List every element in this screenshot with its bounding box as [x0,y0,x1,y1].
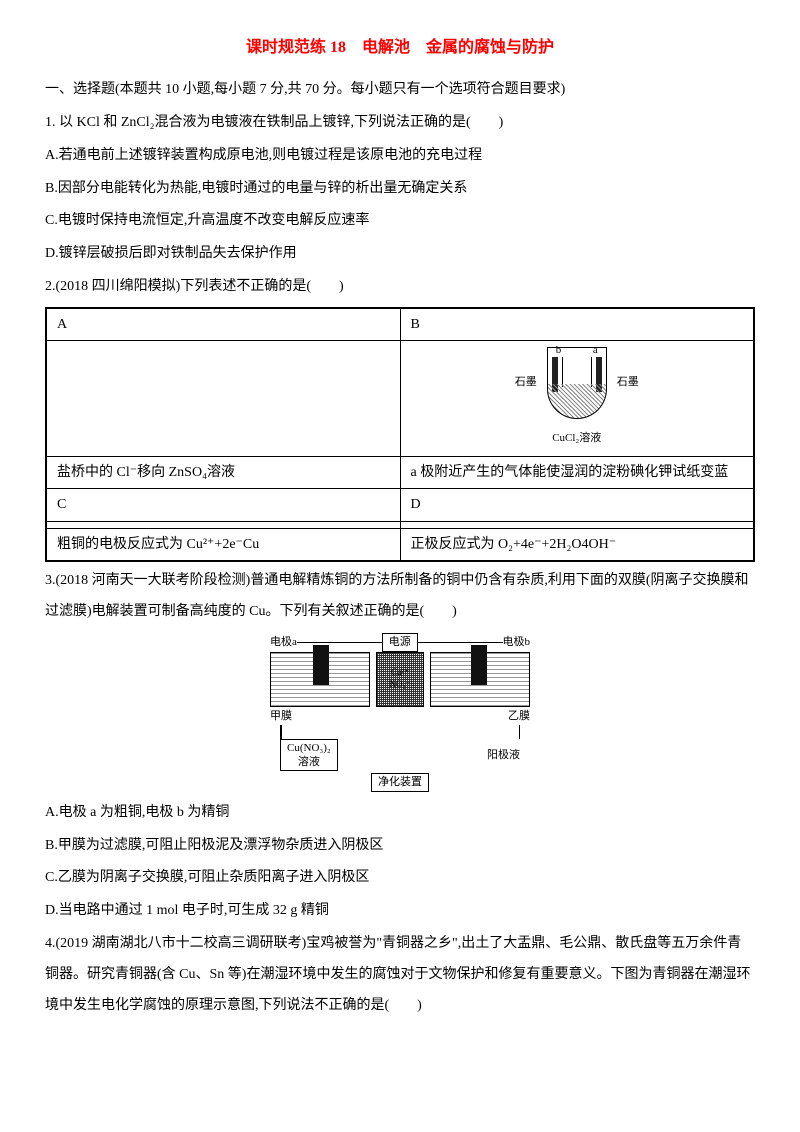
q2-cell-b-label: B [400,308,754,341]
ym-label: 乙膜 [508,709,530,723]
q4-stem: 4.(2019 湖南湖北八市十二校高三调研联考)宝鸡被誉为"青铜器之乡",出土了… [45,929,755,1021]
q2-row-c: 粗铜的电极反应式为 Cu²⁺+2e⁻Cu [46,528,400,561]
q2-cell-c-label: C [46,489,400,521]
q2-row-d: 正极反应式为 O₂+4e⁻+2H₂O4OH⁻ [400,528,754,561]
q2-cell-a-diagram [46,340,400,456]
q1-option-c: C.电镀时保持电流恒定,升高温度不改变电解反应速率 [45,206,755,237]
q3-option-b: B.甲膜为过滤膜,可阻止阳极泥及漂浮物杂质进入阴极区 [45,831,755,862]
q2-cell-d-label: D [400,489,754,521]
utube-diagram: b a 石墨 石墨 CuCl₂溶液 [517,347,637,445]
section-heading: 一、选择题(本题共 10 小题,每小题 7 分,共 70 分。每小题只有一个选项… [45,75,755,106]
q2-row-b: a 极附近产生的气体能使湿润的淀粉碘化钾试纸变蓝 [400,457,754,489]
solution-label: Cu(NO₃)₂ 溶液 [280,739,338,772]
q1-stem: 1. 以 KCl 和 ZnCl₂混合液为电镀液在铁制品上镀锌,下列说法正确的是(… [45,108,755,139]
diagram-left-label: 石墨 [515,375,537,389]
q3-option-c: C.乙膜为阴离子交换膜,可阻止杂质阳离子进入阴极区 [45,863,755,894]
center-cu: Cu²⁺ [377,667,423,679]
q2-cell-c-diagram [46,521,400,528]
q2-cell-a-label: A [46,308,400,341]
diagram-right-label: 石墨 [617,375,639,389]
q2-table: A B b a 石墨 石墨 CuCl₂溶液 [45,307,755,562]
q3-option-a: A.电极 a 为粗铜,电极 b 为精铜 [45,798,755,829]
q2-cell-b-diagram: b a 石墨 石墨 CuCl₂溶液 [400,340,754,456]
q2-row-a: 盐桥中的 Cl⁻移向 ZnSO₄溶液 [46,457,400,489]
q2-cell-d-diagram [400,521,754,528]
q3-diagram: 电极a 电源 电极b Cu²⁺ NO₃⁻ 甲膜 乙膜 Cu(NO₃)₂ 溶液 阳… [260,633,540,791]
power-label: 电源 [382,633,418,651]
q1-option-a: A.若通电前上述镀锌装置构成原电池,则电镀过程是该原电池的充电过程 [45,141,755,172]
q1-option-d: D.镀锌层破损后即对铁制品失去保护作用 [45,239,755,270]
anode-label: 阳极液 [487,748,520,762]
diagram-b-label: b [556,343,562,357]
q3-stem: 3.(2018 河南天一大联考阶段检测)普通电解精炼铜的方法所制备的铜中仍含有杂… [45,566,755,628]
q1-option-b: B.因部分电能转化为热能,电镀时通过的电量与锌的析出量无确定关系 [45,174,755,205]
diagram-a-label: a [593,343,598,357]
electrode-a-label: 电极a [270,635,297,649]
page-title: 课时规范练 18 电解池 金属的腐蚀与防护 [45,30,755,65]
diagram-solution-label: CuCl₂溶液 [517,431,637,445]
purify-label: 净化装置 [371,773,429,791]
electrode-b-label: 电极b [503,635,531,649]
jm-label: 甲膜 [270,709,292,723]
center-no3: NO₃⁻ [377,679,423,691]
q3-option-d: D.当电路中通过 1 mol 电子时,可生成 32 g 精铜 [45,896,755,927]
q2-stem: 2.(2018 四川绵阳模拟)下列表述不正确的是( ) [45,272,755,303]
